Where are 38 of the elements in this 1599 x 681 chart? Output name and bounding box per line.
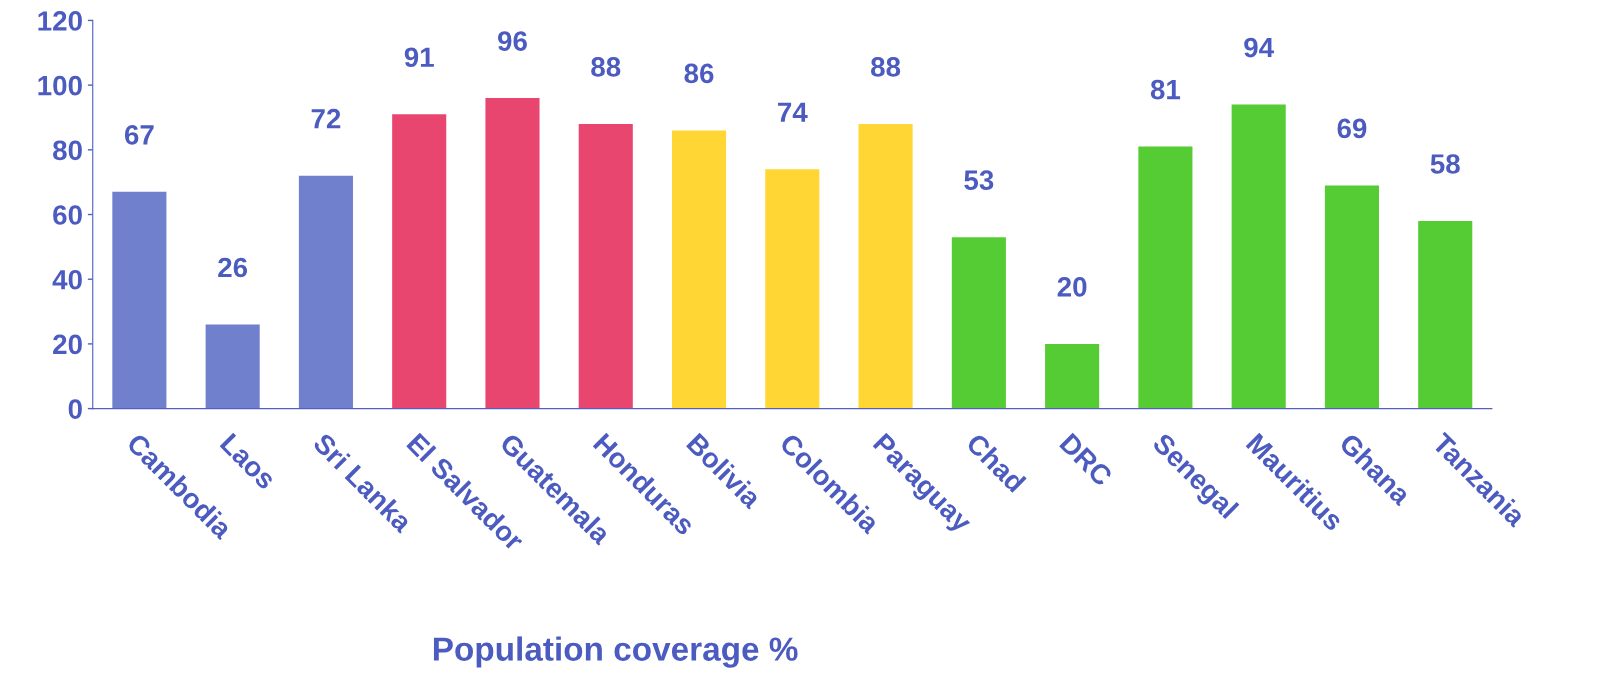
- data-label: 53: [964, 170, 994, 191]
- data-label: 94: [1244, 37, 1274, 58]
- data-label: 91: [404, 47, 434, 68]
- data-label: 67: [124, 125, 154, 145]
- bar: [858, 123, 913, 409]
- y-tick-label: 20: [53, 334, 82, 355]
- y-tick-label: 0: [68, 399, 82, 419]
- data-label: 88: [871, 57, 901, 77]
- data-label: 74: [778, 102, 808, 122]
- data-label: 88: [591, 57, 621, 77]
- bar: [1045, 343, 1100, 409]
- data-label: 96: [498, 31, 527, 51]
- bar: [112, 191, 167, 409]
- bar: [1231, 104, 1286, 409]
- data-label: 72: [311, 108, 341, 129]
- data-label: 69: [1337, 118, 1367, 139]
- bar: [951, 237, 1006, 409]
- data-label: 81: [1150, 79, 1181, 100]
- bar: [765, 169, 820, 409]
- bar: [1138, 146, 1193, 409]
- y-tick-label: 120: [38, 11, 82, 31]
- bar: [205, 324, 260, 409]
- data-label: 26: [218, 257, 248, 278]
- x-axis-title: Population coverage %: [433, 636, 798, 668]
- data-label: 58: [1430, 154, 1460, 174]
- bar: [485, 98, 540, 409]
- bar: [1324, 185, 1379, 409]
- data-label: 86: [684, 63, 714, 84]
- y-tick-label: 40: [52, 269, 82, 290]
- bar: [671, 130, 727, 409]
- y-tick-label: 100: [38, 75, 82, 96]
- data-label: 20: [1057, 277, 1087, 297]
- bar: [392, 114, 447, 409]
- bar: [298, 175, 353, 409]
- y-tick-label: 80: [53, 140, 82, 161]
- bar: [578, 123, 633, 409]
- y-tick-label: 60: [53, 205, 82, 225]
- bar: [1418, 220, 1473, 409]
